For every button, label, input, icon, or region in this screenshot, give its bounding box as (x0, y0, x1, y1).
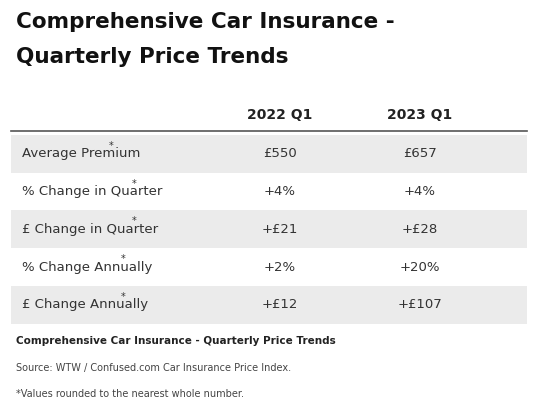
Text: *: * (121, 292, 125, 302)
Text: 2023 Q1: 2023 Q1 (387, 108, 452, 122)
Text: Comprehensive Car Insurance -: Comprehensive Car Insurance - (16, 12, 395, 32)
Text: £550: £550 (263, 147, 296, 160)
Text: +£21: +£21 (261, 223, 298, 236)
Text: +2%: +2% (264, 261, 296, 274)
Text: £657: £657 (403, 147, 436, 160)
Text: *Values rounded to the nearest whole number.: *Values rounded to the nearest whole num… (16, 389, 244, 399)
Text: Source: WTW / Confused.com Car Insurance Price Index.: Source: WTW / Confused.com Car Insurance… (16, 363, 291, 373)
Text: *: * (132, 179, 137, 189)
Text: *: * (121, 254, 125, 264)
Text: 2022 Q1: 2022 Q1 (247, 108, 313, 122)
Text: +20%: +20% (399, 261, 440, 274)
Text: % Change in Quarter: % Change in Quarter (22, 185, 162, 198)
Text: +4%: +4% (264, 185, 296, 198)
Text: Quarterly Price Trends: Quarterly Price Trends (16, 47, 289, 67)
FancyBboxPatch shape (11, 135, 527, 172)
Text: Comprehensive Car Insurance - Quarterly Price Trends: Comprehensive Car Insurance - Quarterly … (16, 336, 336, 346)
Text: +£12: +£12 (261, 298, 298, 312)
Text: +£107: +£107 (397, 298, 442, 312)
Text: % Change Annually: % Change Annually (22, 261, 152, 274)
Text: *: * (109, 141, 114, 151)
Text: +4%: +4% (404, 185, 436, 198)
Text: Average Premium: Average Premium (22, 147, 140, 160)
Text: *: * (132, 216, 137, 226)
Text: +£28: +£28 (401, 223, 438, 236)
Text: £ Change Annually: £ Change Annually (22, 298, 147, 312)
Text: £ Change in Quarter: £ Change in Quarter (22, 223, 158, 236)
FancyBboxPatch shape (11, 210, 527, 248)
FancyBboxPatch shape (11, 286, 527, 324)
